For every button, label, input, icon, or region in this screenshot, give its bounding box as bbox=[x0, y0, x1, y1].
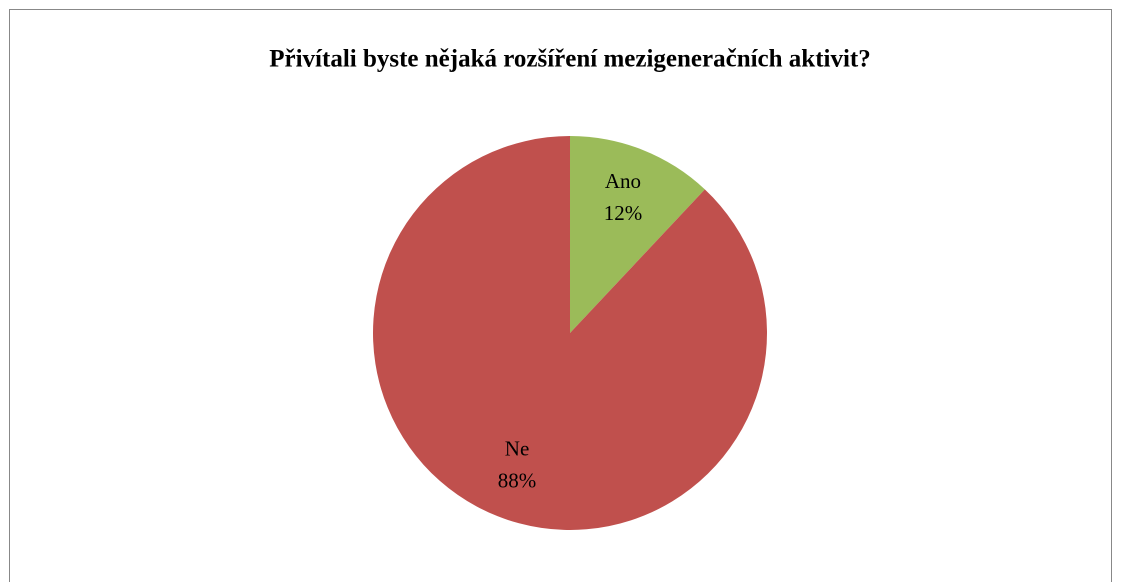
slice-category-label: Ne bbox=[505, 437, 530, 461]
chart-title: Přivítali byste nějaká rozšíření mezigen… bbox=[269, 46, 871, 73]
slice-value-label: 88% bbox=[498, 469, 537, 493]
slice-category-label: Ano bbox=[605, 169, 641, 193]
pie-slice bbox=[570, 136, 705, 333]
slice-value-label: 12% bbox=[604, 201, 643, 225]
pie-slice bbox=[372, 136, 768, 530]
